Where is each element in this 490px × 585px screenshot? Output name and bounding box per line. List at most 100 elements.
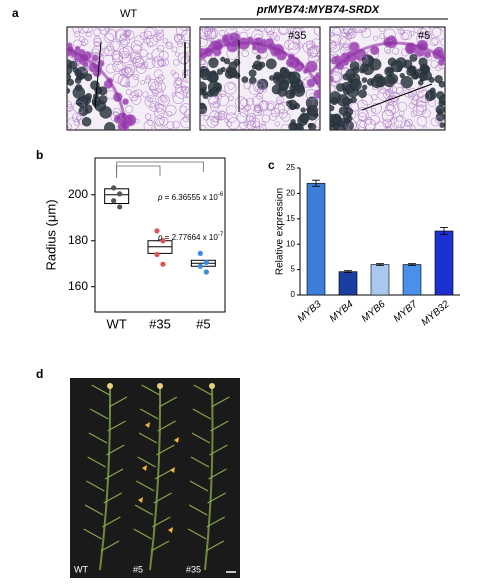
cell: [267, 102, 275, 111]
cell: [416, 101, 427, 112]
cell: [187, 27, 190, 31]
cell: [330, 83, 336, 94]
cell: [153, 107, 165, 119]
cell: [355, 27, 367, 34]
cell: [113, 73, 124, 84]
silique: [140, 408, 159, 420]
cell: [299, 27, 305, 33]
bracket: [116, 161, 204, 174]
cell: [437, 61, 445, 69]
cell: [270, 107, 281, 118]
cell: [404, 89, 413, 98]
cell: [226, 121, 233, 127]
cell: [160, 96, 168, 104]
x-tick-label: #5: [196, 316, 210, 331]
cell: [312, 97, 320, 110]
cell: [182, 70, 190, 83]
cell: [139, 63, 145, 70]
cell: [332, 27, 342, 37]
cell: [81, 117, 92, 127]
cell: [202, 27, 213, 36]
cell: [122, 45, 133, 56]
cell: [157, 59, 165, 67]
cell: [174, 51, 180, 57]
cell: [153, 57, 159, 63]
cell: [209, 87, 219, 97]
cell: [261, 121, 267, 126]
cell: [420, 27, 432, 38]
cell: [391, 60, 403, 73]
silique: [190, 456, 210, 468]
cell: [332, 74, 341, 83]
micrographs: [66, 26, 446, 131]
p-text: = 2.77664 x 10: [162, 233, 218, 242]
cell: [416, 97, 427, 108]
cell: [410, 110, 418, 117]
y-tick-label: 200: [68, 187, 88, 201]
cell: [429, 37, 438, 47]
cell: [336, 83, 345, 92]
cell: [258, 126, 264, 130]
cell: [437, 58, 445, 66]
silique: [83, 528, 102, 540]
cell: [243, 82, 251, 90]
cell: [405, 118, 413, 127]
cell: [154, 88, 164, 98]
silique: [158, 396, 178, 408]
silique: [86, 480, 105, 492]
cell: [226, 47, 239, 60]
cell: [122, 98, 129, 106]
cell: [346, 115, 353, 122]
y-tick-label: 15: [286, 214, 295, 223]
cell: [85, 31, 92, 38]
silique: [141, 384, 160, 396]
cell: [156, 27, 164, 34]
p-symbol: p: [157, 233, 163, 242]
cell: [330, 33, 342, 46]
cell: [243, 120, 249, 127]
cell: [206, 116, 219, 128]
cell: [383, 75, 396, 88]
cell: [97, 27, 107, 32]
cell: [154, 115, 165, 126]
cell: [67, 117, 80, 130]
cell: [252, 95, 264, 107]
cell: [200, 60, 208, 69]
cell: [330, 70, 342, 82]
flower: [209, 383, 215, 389]
cell: [229, 27, 236, 31]
cell: [204, 27, 216, 39]
p-value: p = 2.77664 x 10-7: [157, 232, 224, 243]
cell: [417, 90, 430, 103]
cell: [129, 92, 139, 102]
cell: [177, 41, 184, 48]
cell: [400, 120, 412, 130]
cell: [249, 76, 257, 85]
x-tick-label: #35: [149, 316, 171, 331]
stem: [149, 387, 162, 571]
cell: [289, 123, 297, 130]
cell: [427, 55, 433, 61]
stem: [204, 387, 214, 571]
cell: [265, 100, 276, 112]
silique: [138, 432, 158, 444]
cell: [166, 110, 173, 117]
bracket: [116, 165, 161, 178]
cell: [330, 31, 335, 38]
cell: [333, 123, 340, 130]
cell: [93, 38, 102, 47]
cell: [277, 27, 290, 36]
silique: [134, 504, 154, 516]
stem: [99, 387, 112, 571]
cell: [348, 27, 353, 30]
p-exponent: -7: [218, 232, 224, 238]
cell: [251, 29, 264, 42]
cell: [180, 27, 188, 31]
cell: [299, 79, 309, 88]
x-tick-label: MYB4: [328, 299, 356, 325]
x-tick-label: MYB7: [392, 299, 420, 325]
cell: [313, 27, 320, 36]
cell: [386, 124, 395, 130]
cell: [279, 27, 288, 34]
cell: [99, 27, 110, 35]
